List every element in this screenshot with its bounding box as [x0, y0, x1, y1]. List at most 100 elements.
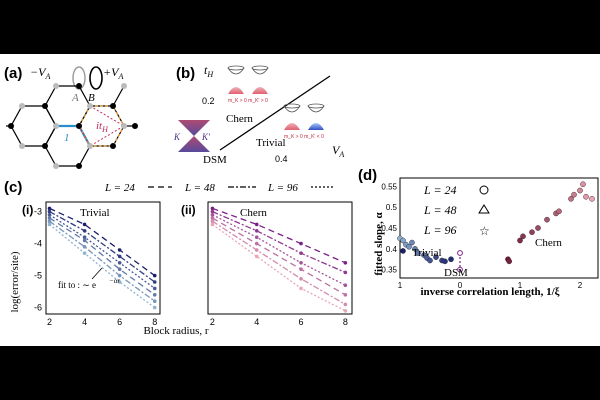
x-tick-label: 4: [254, 317, 259, 327]
x-tick-label: 2: [47, 317, 52, 327]
chern-point: [506, 258, 513, 265]
x-tick-label: 2: [578, 281, 583, 290]
data-point: [82, 229, 87, 233]
y-tick-label: -5: [34, 271, 42, 281]
chern-point: [544, 216, 550, 223]
trivial-point: [400, 237, 406, 244]
kprime-label: K′: [201, 132, 211, 142]
chern-point: [577, 187, 583, 194]
svg-text:itH: itH: [96, 120, 109, 134]
d-legend-L24: L = 24: [423, 183, 457, 197]
chern-point: [520, 233, 526, 240]
y-tick-label: 0.4: [386, 245, 398, 254]
data-point: [152, 280, 157, 284]
x-tick-label: 8: [152, 317, 157, 327]
svg-text:tH: tH: [204, 63, 214, 79]
hop-ith-label: it: [96, 120, 103, 132]
data-point: [254, 248, 259, 252]
data-point: [299, 286, 303, 291]
figure-canvas: (a) −VA +VA A B 1 itH: [4, 63, 599, 337]
panel-b: (b) tH VA 0.2 0.4 Chern Trivial DSM K K′…: [173, 63, 344, 166]
dirac-cones-icon: K K′: [173, 120, 211, 152]
data-point: [82, 222, 87, 227]
x-tick-label: 6: [117, 317, 122, 327]
data-point: [47, 216, 52, 220]
trivial-point: [412, 246, 418, 252]
data-point: [117, 273, 122, 278]
d-legend-L96: L = 96: [423, 223, 457, 237]
c-ylabel: log(error/site): [9, 251, 21, 312]
y-tick-label: -4: [34, 239, 42, 249]
data-point: [254, 241, 259, 246]
k-label: K: [173, 132, 181, 142]
phase-boundary: [219, 75, 331, 151]
fit-line: [49, 207, 156, 277]
fit-line: [212, 211, 346, 273]
d-trivial-label: Trivial: [412, 247, 442, 259]
data-point: [299, 277, 303, 281]
fit-line: [212, 220, 346, 305]
chern-point: [556, 208, 562, 215]
chern-point: [580, 181, 586, 188]
data-point: [210, 213, 215, 217]
data-point: [152, 273, 157, 278]
panel-d-label: (d): [358, 167, 377, 184]
data-point: [299, 267, 303, 271]
data-point: [82, 238, 87, 243]
data-point: [210, 209, 215, 214]
y-tick-label: 0.45: [381, 224, 397, 233]
fit-line: [212, 207, 346, 264]
data-point: [254, 235, 259, 239]
trivial-point: [427, 257, 433, 264]
panel-a: (a) −VA +VA A B 1 itH: [4, 65, 138, 169]
trivial-mass-label: m_K > 0 m_K′ < 0: [284, 134, 324, 140]
x-tick-label: 8: [343, 317, 348, 327]
data-point: [343, 302, 348, 307]
fit-line: [49, 214, 156, 289]
b-y-axis-label: t: [204, 63, 208, 77]
x-tick-label: 4: [82, 317, 87, 327]
trivial-gapped-cones-icon: m_K > 0 m_K′ < 0: [283, 103, 325, 140]
site-b-label: B: [88, 92, 95, 104]
trivial-point: [406, 243, 412, 250]
c-title-chern: Chern: [240, 207, 267, 219]
data-point: [82, 235, 87, 239]
svg-text:−VA: −VA: [30, 65, 50, 81]
svg-text:+VA: +VA: [103, 65, 123, 81]
data-point: [210, 219, 215, 223]
data-point: [343, 270, 348, 275]
site-b-marker: [89, 66, 103, 90]
data-point: [47, 206, 52, 211]
trivial-point: [433, 254, 439, 260]
d-legend-star: ☆: [479, 224, 490, 238]
fit-line: [212, 217, 346, 296]
x-tick-label: 0: [458, 281, 463, 290]
chern-point: [568, 196, 574, 202]
chern-point: [583, 193, 589, 200]
site-a-label: A: [71, 92, 79, 104]
data-point: [254, 254, 259, 259]
x-tick-label: 6: [299, 317, 304, 327]
d-legend: L = 24 L = 48 L = 96 ☆: [423, 183, 490, 238]
data-point: [299, 251, 303, 255]
data-point: [117, 248, 122, 252]
b-y-tick: 0.2: [202, 96, 215, 106]
c-sub-i: (i): [22, 203, 33, 217]
trivial-point: [415, 250, 421, 256]
data-point: [343, 261, 348, 265]
c-title-trivial: Trivial: [80, 207, 110, 219]
x-tick-label: 2: [210, 317, 215, 327]
data-point: [82, 251, 87, 255]
c-legend: L = 24 L = 48 L = 96: [104, 182, 335, 194]
trivial-point: [409, 239, 415, 246]
data-point: [343, 283, 348, 287]
trivial-point: [442, 258, 448, 265]
c-legend-L24: L = 24: [104, 182, 135, 194]
y-tick-label: 0.55: [381, 182, 397, 191]
data-point: [299, 241, 303, 246]
chern-mass-label: m_K > 0 m_K′ > 0: [228, 98, 268, 104]
data-point: [210, 222, 215, 227]
x-tick-label: 1: [398, 281, 403, 290]
chern-point: [529, 229, 535, 235]
c-sub-ii: (ii): [181, 203, 196, 217]
